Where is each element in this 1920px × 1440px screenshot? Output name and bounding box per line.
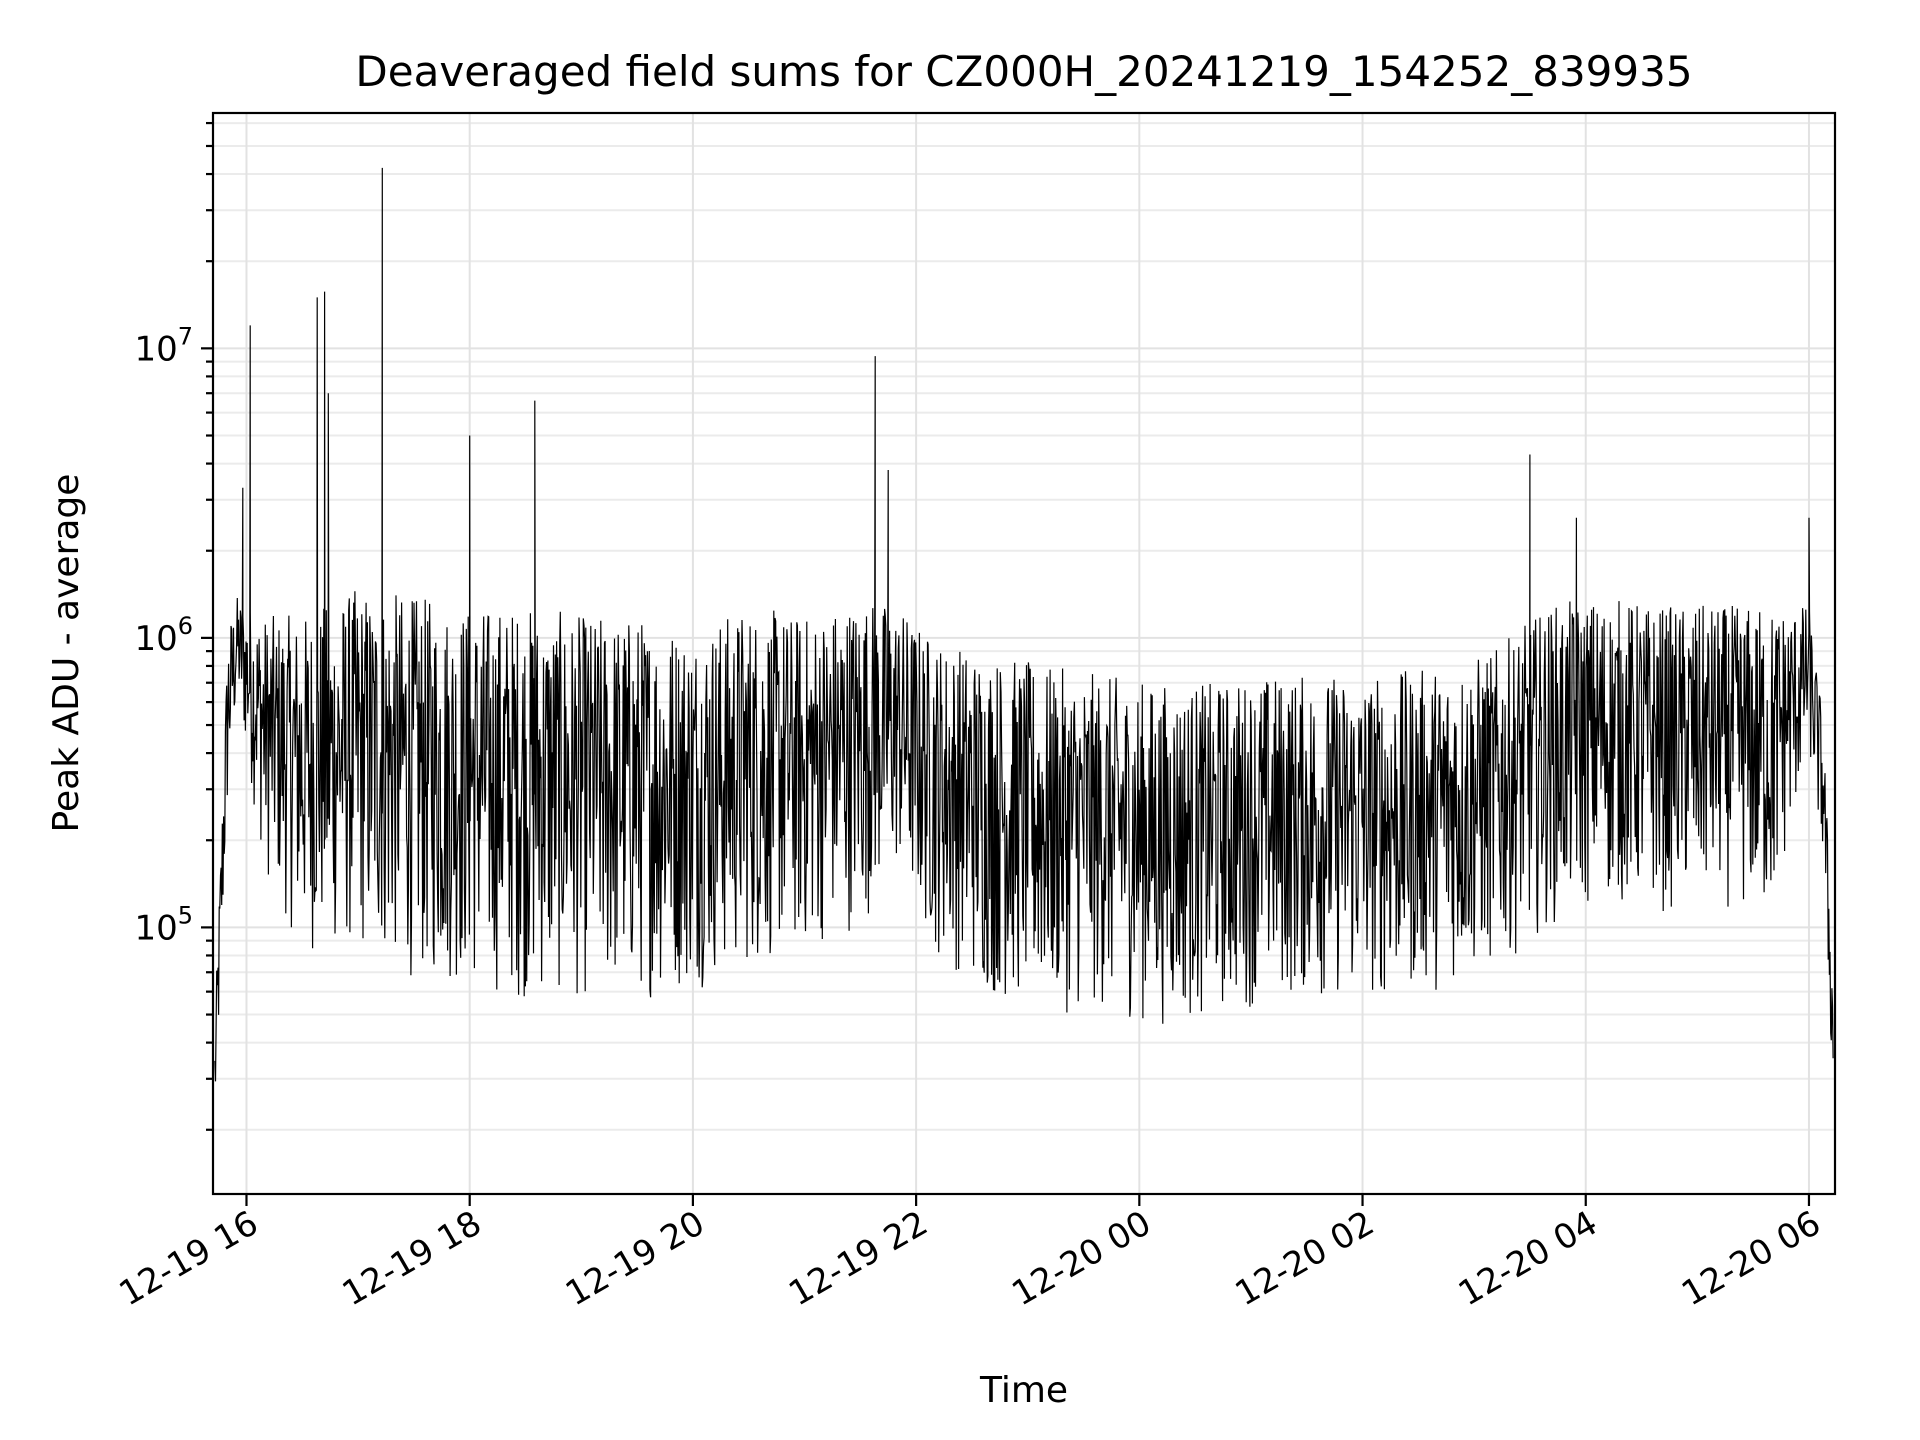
x-tick-label: 12-20 02	[1229, 1203, 1381, 1314]
x-tick-label: 12-19 22	[782, 1203, 934, 1314]
series-line	[214, 167, 1834, 1082]
x-tick-label: 12-19 18	[336, 1203, 488, 1314]
y-axis-label: Peak ADU - average	[46, 474, 87, 833]
series-area	[214, 167, 1834, 1082]
x-tick-label: 12-19 20	[559, 1203, 711, 1314]
x-tick-label: 12-20 00	[1005, 1203, 1157, 1314]
plot-frame	[211, 111, 1837, 1196]
x-tick-label: 12-20 06	[1675, 1203, 1827, 1314]
chart-title: Deaveraged field sums for CZ000H_2024121…	[355, 47, 1692, 96]
x-tick-label: 12-19 16	[113, 1203, 265, 1314]
x-tick-label: 12-20 04	[1452, 1203, 1604, 1314]
y-tick-label: 105	[134, 901, 193, 948]
y-tick-label: 107	[134, 322, 193, 369]
y-tick-label: 106	[134, 612, 193, 659]
x-axis-label: Time	[979, 1370, 1068, 1411]
x-axis: 12-19 16 12-19 18 12-19 20 12-19 22 12-20 00…	[113, 1194, 1827, 1314]
y-axis: 105 106 107	[134, 121, 213, 1131]
